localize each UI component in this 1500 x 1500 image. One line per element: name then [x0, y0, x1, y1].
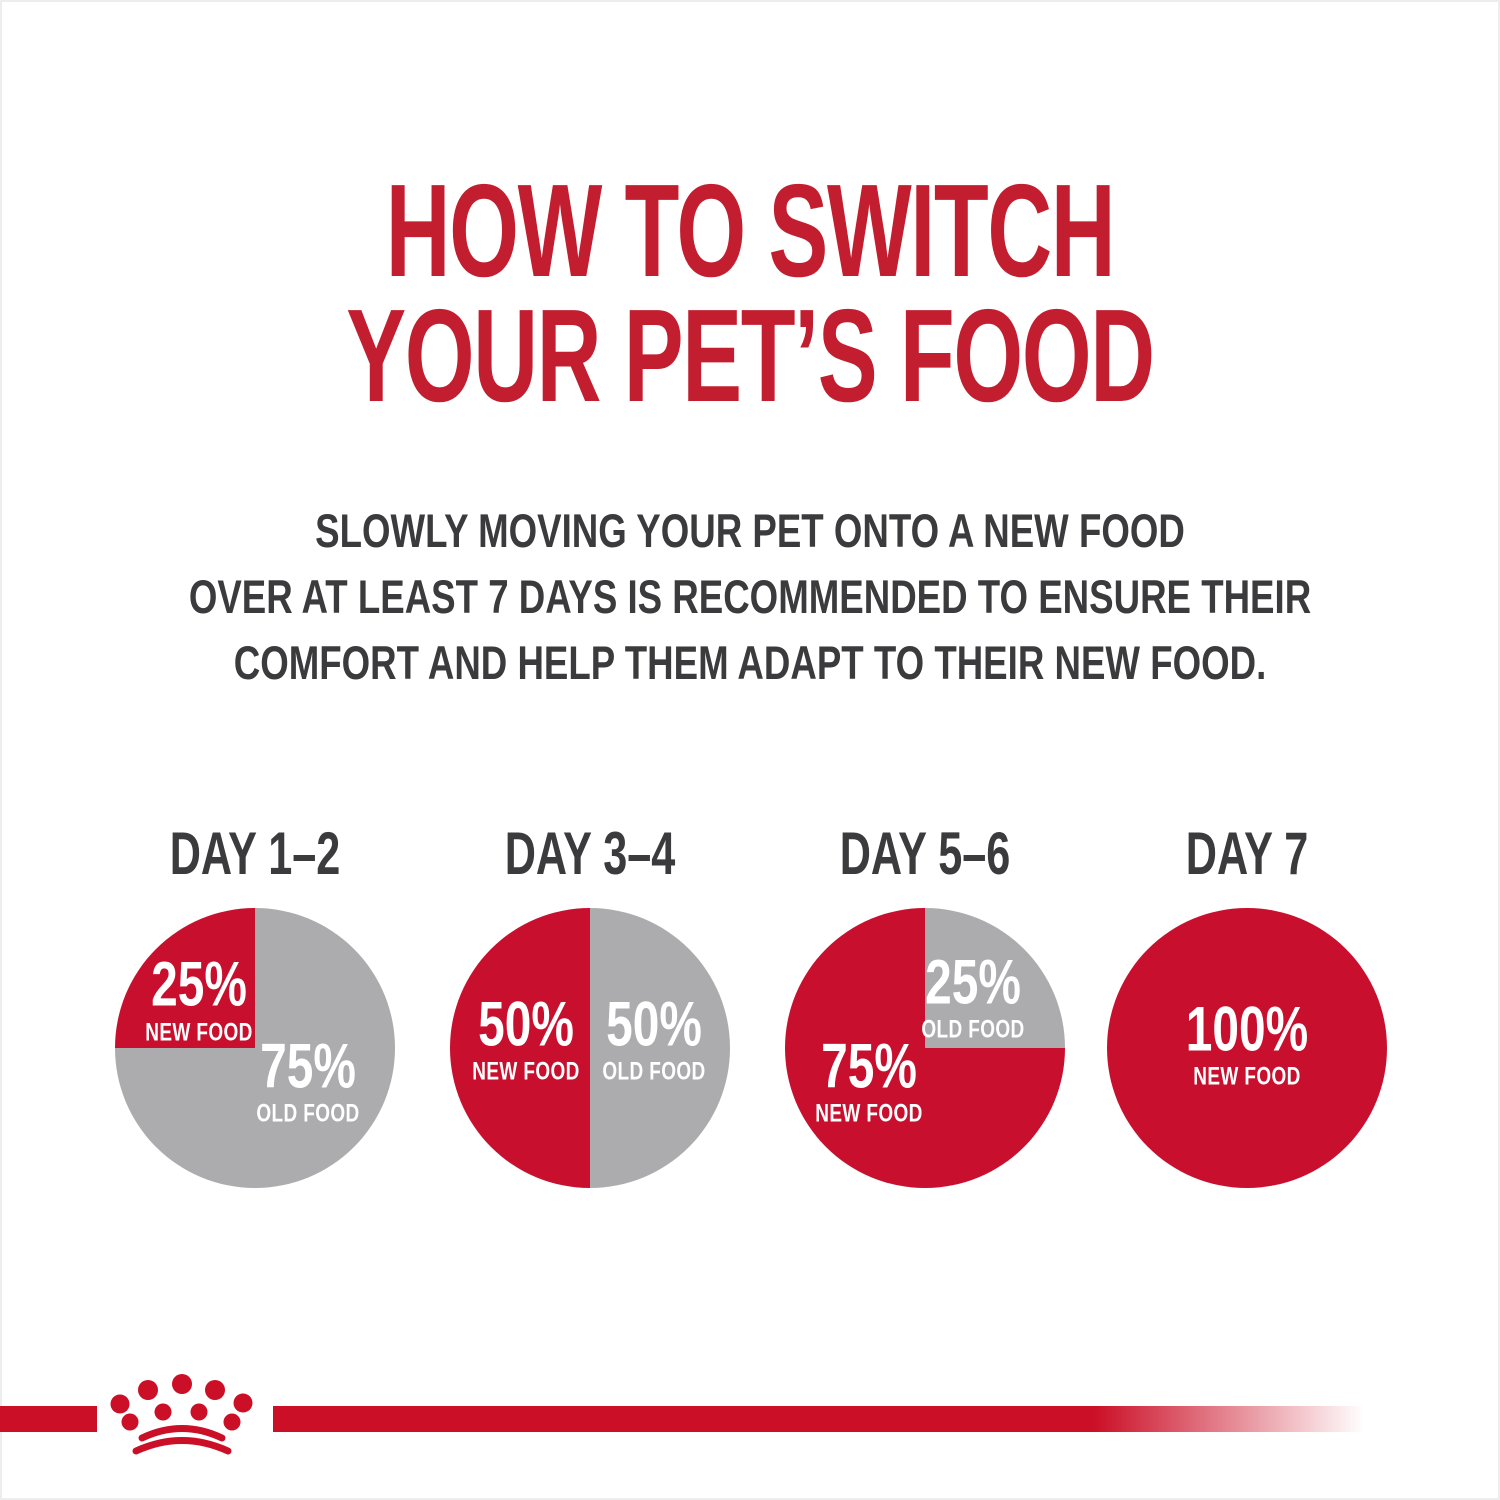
old-food-percent: 75% [260, 1031, 357, 1102]
new-food-percent: 75% [821, 1031, 917, 1102]
day-column-7: DAY 7 100% NEW FOOD [1107, 824, 1387, 1188]
pie-chart-day-5-6: 25% OLD FOOD 75% NEW FOOD [785, 908, 1065, 1188]
old-food-label: OLD FOOD [920, 1015, 1025, 1044]
day-5-6-heading: DAY 5–6 [839, 820, 1011, 887]
day-1-2-heading: DAY 1–2 [169, 820, 341, 887]
day-3-4-heading: DAY 3–4 [504, 820, 676, 887]
day-column-1-2: DAY 1–2 25% NEW FOOD 75% OLD FOOD [115, 824, 395, 1188]
brand-divider-bar-right [273, 1406, 1398, 1432]
intro-text: SLOWLY MOVING YOUR PET ONTO A NEW FOOD O… [0, 498, 1500, 695]
pie-chart-day-1-2: 25% NEW FOOD 75% OLD FOOD [115, 908, 395, 1188]
day-column-3-4: DAY 3–4 50% NEW FOOD 50% OLD FOOD [450, 824, 730, 1188]
brand-divider-bar-left [0, 1406, 97, 1432]
old-food-label: OLD FOOD [602, 1057, 707, 1086]
day-7-heading: DAY 7 [1185, 820, 1309, 887]
new-food-percent: 50% [477, 989, 574, 1060]
page-title-line2: YOUR PET’S FOOD [346, 282, 1155, 430]
page-title: HOW TO SWITCH YOUR PET’S FOOD [0, 157, 1500, 430]
pie-label-new-food: 50% NEW FOOD [472, 992, 580, 1087]
royal-canin-crown-icon [110, 1374, 253, 1455]
intro-line2: OVER AT LEAST 7 DAYS IS RECOMMENDED TO E… [188, 569, 1312, 623]
day-column-5-6: DAY 5–6 25% OLD FOOD 75% NEW FOOD [785, 824, 1065, 1188]
new-food-label: NEW FOOD [1193, 1063, 1301, 1092]
pie-label-old-food: 75% OLD FOOD [257, 1034, 360, 1129]
new-food-percent: 100% [1185, 994, 1309, 1065]
new-food-label: NEW FOOD [471, 1057, 580, 1086]
new-food-label: NEW FOOD [815, 1099, 923, 1128]
new-food-percent: 25% [151, 950, 247, 1021]
pie-label-new-food: 100% NEW FOOD [1186, 998, 1308, 1093]
pie-chart-day-7: 100% NEW FOOD [1107, 908, 1387, 1188]
pie-label-old-food: 50% OLD FOOD [603, 992, 706, 1087]
intro-line3: COMFORT AND HELP THEM ADAPT TO THEIR NEW… [233, 635, 1267, 689]
old-food-label: OLD FOOD [256, 1099, 360, 1128]
pie-chart-day-3-4: 50% NEW FOOD 50% OLD FOOD [450, 908, 730, 1188]
new-food-label: NEW FOOD [145, 1018, 253, 1047]
intro-line1: SLOWLY MOVING YOUR PET ONTO A NEW FOOD [315, 504, 1185, 557]
pie-label-old-food: 25% OLD FOOD [921, 950, 1024, 1045]
page-title-line1: HOW TO SWITCH [385, 157, 1116, 304]
old-food-percent: 50% [606, 989, 703, 1060]
pie-label-new-food: 75% NEW FOOD [815, 1034, 923, 1129]
pie-label-new-food: 25% NEW FOOD [145, 953, 253, 1048]
old-food-percent: 25% [924, 947, 1021, 1018]
